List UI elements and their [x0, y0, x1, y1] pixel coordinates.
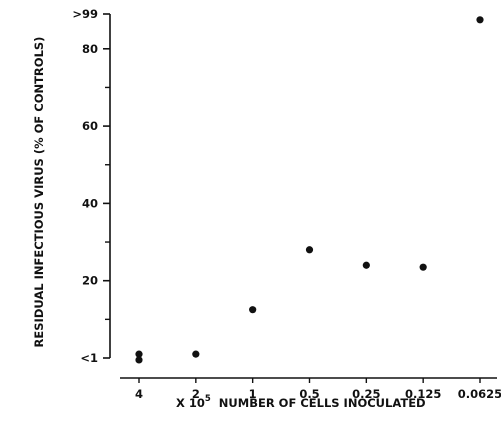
data-point — [135, 350, 143, 358]
y-axis-label: RESIDUAL INFECTIOUS VIRUS (% OF CONTROLS… — [32, 37, 46, 348]
x-axis-label-text: NUMBER OF CELLS INOCULATED — [219, 396, 426, 410]
x-axis-label: X 105 NUMBER OF CELLS INOCULATED — [176, 394, 426, 410]
data-point — [476, 16, 484, 24]
x-tick-label: 2 — [192, 387, 200, 401]
x-axis-label-exponent: 5 — [205, 394, 211, 404]
x-tick-label: 0.0625 — [458, 387, 501, 401]
data-point — [135, 356, 143, 364]
y-tick-label: >99 — [72, 7, 98, 21]
data-point — [305, 246, 314, 254]
x-tick-label: 1 — [249, 387, 257, 401]
x-axis-label-prefix: X 10 — [176, 396, 205, 410]
data-point — [419, 263, 427, 271]
x-axis: 4 2 1 0.5 0.25 0.125 0.0625 — [120, 377, 501, 401]
data-point — [362, 261, 370, 269]
x-tick-label: 0.125 — [405, 387, 441, 401]
x-tick-label: 0.25 — [352, 387, 380, 401]
y-tick-label: 80 — [82, 42, 98, 56]
data-point — [192, 350, 200, 358]
y-tick-label: 60 — [82, 119, 98, 133]
y-tick-label: 40 — [82, 196, 98, 210]
x-tick-label: 0.5 — [299, 387, 319, 401]
y-tick-label: <1 — [80, 351, 98, 365]
data-points — [135, 16, 484, 364]
data-point — [249, 306, 257, 314]
x-tick-label: 4 — [135, 387, 143, 401]
y-axis: <1 20 40 60 80 >99 — [72, 7, 111, 365]
y-tick-label: 20 — [82, 274, 98, 288]
